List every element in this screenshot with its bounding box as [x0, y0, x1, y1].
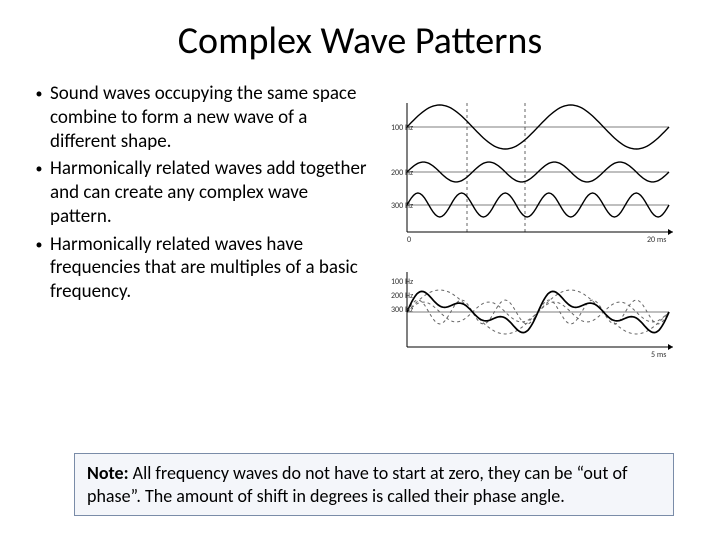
- note-text: All frequency waves do not have to start…: [87, 462, 627, 507]
- bullet-dot-icon: •: [28, 82, 50, 153]
- bullet-text: Sound waves occupying the same space com…: [50, 82, 373, 153]
- svg-text:5 ms: 5 ms: [651, 350, 666, 360]
- bullet-text: Harmonically related waves add together …: [50, 157, 373, 228]
- bullet-dot-icon: •: [28, 233, 50, 304]
- note-label: Note:: [87, 462, 129, 484]
- svg-text:200 Hz: 200 Hz: [391, 168, 413, 178]
- bullet-item: •Harmonically related waves have frequen…: [28, 233, 373, 304]
- svg-text:300 Hz: 300 Hz: [391, 201, 413, 211]
- svg-text:20 ms: 20 ms: [647, 235, 666, 245]
- svg-text:300 Hz: 300 Hz: [391, 305, 413, 315]
- bullet-item: •Harmonically related waves add together…: [28, 157, 373, 228]
- svg-text:100 Hz: 100 Hz: [391, 277, 413, 287]
- svg-text:100 Hz: 100 Hz: [391, 123, 413, 133]
- bullet-item: •Sound waves occupying the same space co…: [28, 82, 373, 153]
- content-row: •Sound waves occupying the same space co…: [28, 82, 692, 382]
- wave-svg: 100 Hz 200 Hz 300 Hz 0 20 ms 100 Hz 200 Hz 300 …: [389, 82, 689, 382]
- bullet-text: Harmonically related waves have frequenc…: [50, 233, 373, 304]
- svg-text:200 Hz: 200 Hz: [391, 291, 413, 301]
- bullet-list: •Sound waves occupying the same space co…: [28, 82, 373, 382]
- note-box: Note: All frequency waves do not have to…: [74, 453, 674, 516]
- bullet-dot-icon: •: [28, 157, 50, 228]
- svg-text:0: 0: [407, 235, 411, 245]
- wave-figure: 100 Hz 200 Hz 300 Hz 0 20 ms 100 Hz 200 Hz 300 …: [385, 82, 692, 382]
- slide-title: Complex Wave Patterns: [28, 18, 692, 64]
